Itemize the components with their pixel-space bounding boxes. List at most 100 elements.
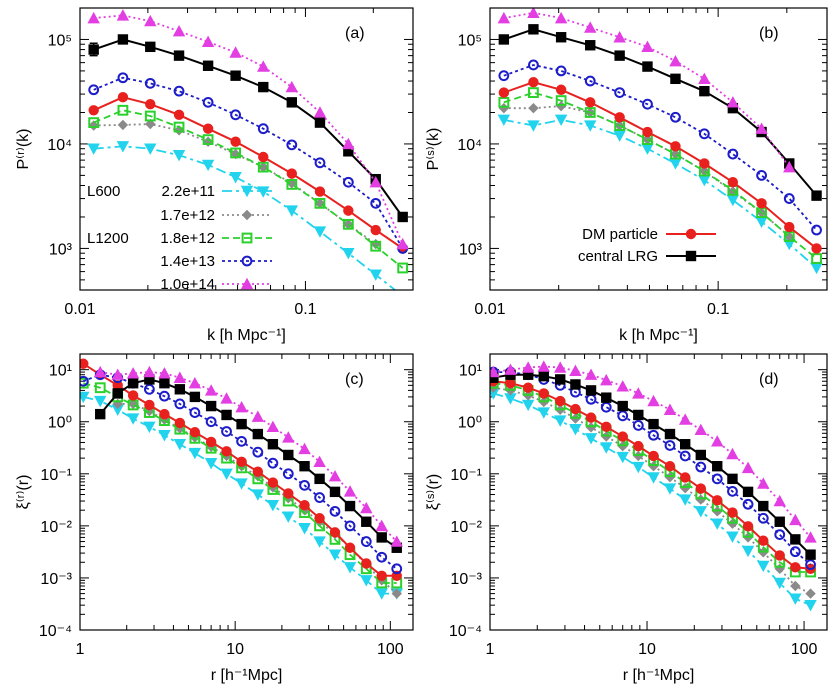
data-point — [286, 139, 298, 151]
data-point — [343, 562, 357, 574]
data-point — [344, 542, 356, 553]
data-point — [741, 461, 755, 474]
data-point — [585, 422, 597, 433]
data-point — [369, 269, 382, 281]
data-point — [285, 205, 299, 217]
data-point — [283, 449, 294, 461]
y-tick-label: 10⁻⁴ — [39, 623, 72, 640]
data-point — [498, 70, 510, 82]
data-point — [726, 531, 739, 543]
data-point — [742, 498, 754, 510]
data-point — [116, 141, 130, 153]
data-point — [328, 469, 342, 482]
legend-marker — [685, 250, 697, 262]
legend-marker — [241, 232, 253, 244]
panel-label: (b) — [759, 25, 779, 42]
data-point — [252, 466, 264, 477]
data-point — [397, 211, 408, 223]
data-point — [235, 478, 248, 490]
data-point — [127, 377, 139, 389]
data-point — [789, 513, 802, 526]
data-point — [773, 577, 786, 590]
data-point — [711, 435, 724, 447]
data-point — [87, 143, 100, 155]
data-point — [695, 483, 706, 494]
data-point — [361, 558, 372, 569]
series-line — [93, 96, 404, 250]
data-point — [585, 385, 597, 396]
data-point — [490, 365, 500, 378]
data-point — [804, 531, 817, 543]
data-point — [570, 403, 581, 415]
data-point — [204, 457, 218, 470]
data-point — [283, 488, 294, 499]
data-point — [756, 169, 767, 181]
data-point — [698, 128, 710, 140]
data-point — [236, 435, 247, 447]
y-tick-label: 10⁻¹ — [450, 467, 482, 484]
data-point — [695, 449, 706, 461]
data-point — [632, 420, 644, 431]
data-point — [159, 377, 170, 389]
data-point — [220, 468, 233, 481]
panel-d: 1 10 100 10⁻⁴ 10⁻³ 10⁻² 10⁻¹ 10⁰ 10¹ r [h⁻¹Mpc] ξ⁽… — [425, 353, 828, 684]
data-point — [555, 95, 567, 106]
data-point — [554, 11, 568, 24]
data-point — [774, 529, 786, 540]
data-point — [522, 369, 534, 380]
data-point — [205, 400, 217, 412]
data-point — [522, 382, 534, 393]
panel-label: (d) — [759, 371, 779, 388]
plot-frame — [489, 7, 828, 291]
data-point — [173, 439, 187, 451]
data-point — [678, 494, 692, 506]
x-axis-label: k [h Mpc⁻¹] — [207, 327, 286, 344]
data-point — [258, 81, 269, 93]
data-point — [313, 106, 327, 118]
data-point — [584, 433, 598, 445]
data-point — [188, 447, 202, 460]
data-point — [144, 77, 156, 89]
data-point — [699, 158, 710, 169]
data-point — [613, 31, 626, 43]
data-point — [229, 172, 242, 184]
data-point — [663, 483, 677, 495]
data-point — [172, 24, 186, 37]
data-point — [613, 130, 626, 142]
data-point — [601, 392, 612, 403]
data-point — [497, 114, 511, 127]
x-tick-label: 0.1 — [707, 301, 729, 318]
data-point — [205, 436, 217, 448]
data-point — [757, 560, 770, 573]
data-point — [299, 499, 310, 511]
data-point — [391, 563, 403, 575]
data-point — [528, 59, 539, 71]
data-point — [189, 407, 201, 418]
data-point — [648, 429, 659, 441]
data-point — [172, 150, 186, 162]
data-point — [313, 455, 326, 468]
y-tick-label: 10⁻² — [450, 519, 482, 536]
data-point — [617, 410, 629, 422]
data-point — [663, 403, 677, 415]
data-point — [342, 248, 355, 260]
data-point — [88, 117, 100, 129]
data-point — [756, 198, 767, 209]
x-tick-label: 1 — [76, 641, 85, 658]
data-point — [94, 365, 107, 378]
data-point — [189, 391, 201, 403]
data-point — [528, 102, 539, 114]
data-point — [342, 176, 354, 188]
data-point — [538, 370, 549, 382]
data-point — [342, 218, 354, 230]
data-point — [614, 50, 625, 61]
data-point — [159, 390, 170, 402]
data-point — [789, 546, 801, 558]
data-point — [111, 368, 124, 380]
data-point — [145, 118, 156, 130]
data-point — [298, 442, 311, 455]
data-point — [94, 395, 107, 408]
y-tick-label: 10³ — [459, 241, 483, 258]
data-point — [679, 439, 691, 450]
data-point — [220, 392, 233, 404]
